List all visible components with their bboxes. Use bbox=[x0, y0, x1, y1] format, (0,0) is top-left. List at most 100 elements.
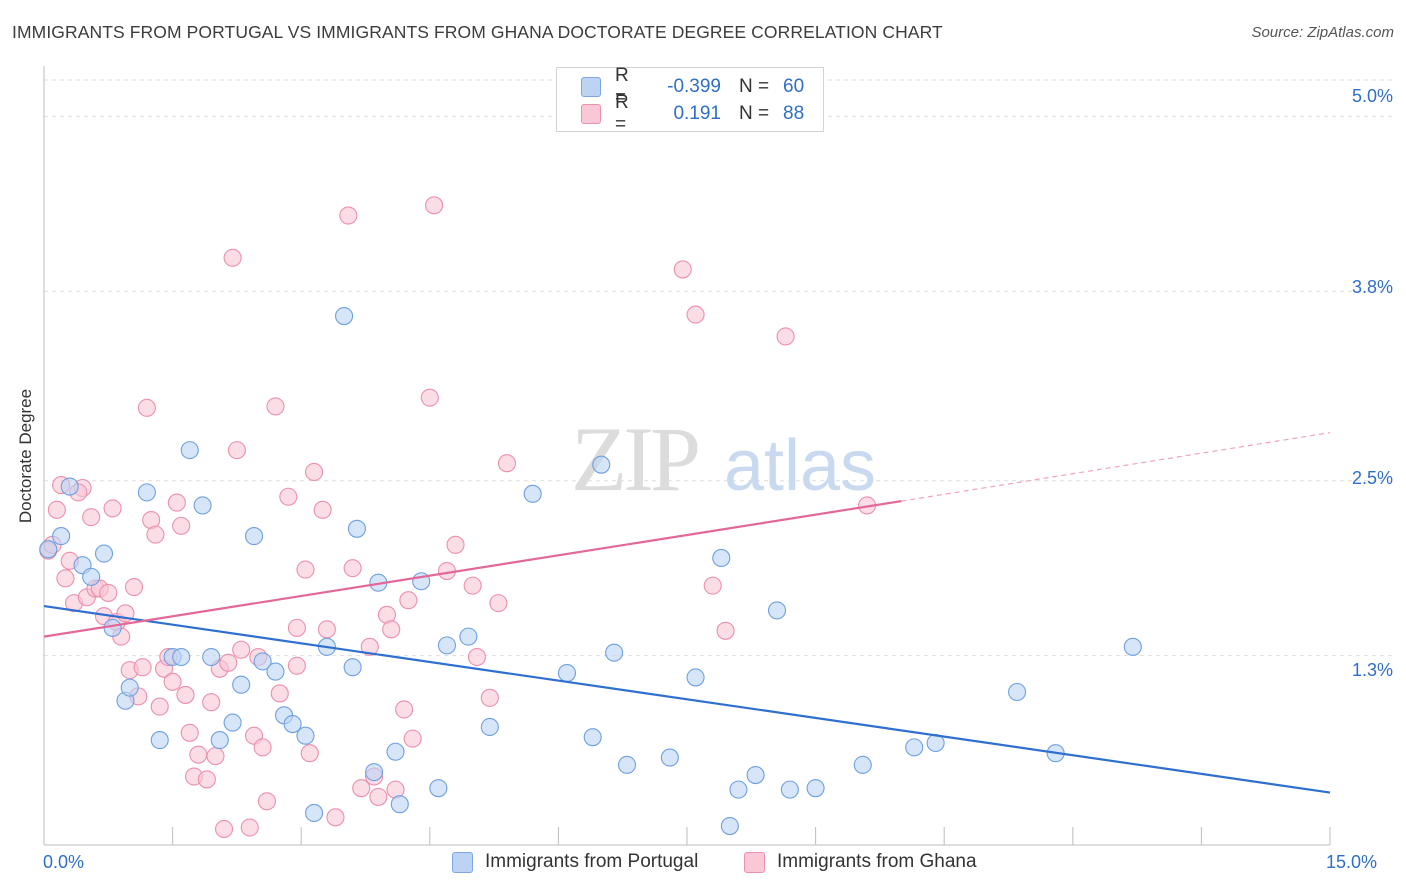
portugal-trend-line bbox=[43, 604, 1331, 794]
portugal-point bbox=[605, 643, 624, 662]
portugal-point bbox=[390, 795, 409, 814]
portugal-point bbox=[1008, 682, 1027, 702]
portugal-point bbox=[729, 780, 748, 799]
ghana-point bbox=[489, 594, 508, 613]
ghana-point bbox=[317, 620, 336, 639]
y-tick-1.3: 1.3% bbox=[1351, 660, 1393, 680]
watermark-zip: ZIP bbox=[571, 408, 698, 510]
ghana-point bbox=[266, 397, 285, 416]
ghana-point bbox=[176, 685, 195, 704]
portugal-point bbox=[1123, 637, 1142, 656]
ghana-point bbox=[167, 493, 186, 512]
ghana-swatch bbox=[581, 104, 601, 124]
ghana-point bbox=[47, 500, 66, 519]
ghana-point bbox=[146, 525, 165, 544]
ghana-point bbox=[202, 693, 221, 712]
ghana-point bbox=[103, 499, 122, 518]
ghana-point bbox=[352, 779, 371, 798]
portugal-point bbox=[557, 664, 577, 683]
portugal-point bbox=[459, 627, 478, 646]
portugal-point bbox=[120, 678, 139, 697]
x-tick-min: 0.0% bbox=[43, 852, 85, 872]
ghana-point bbox=[172, 516, 191, 535]
portugal-point bbox=[202, 647, 221, 667]
ghana-point bbox=[399, 591, 418, 610]
ghana-point bbox=[425, 196, 444, 215]
portugal-point bbox=[780, 780, 799, 799]
portugal-point bbox=[193, 496, 212, 515]
grid-lines bbox=[44, 79, 1392, 657]
portugal-point bbox=[429, 779, 448, 798]
ghana-point bbox=[313, 500, 332, 519]
ghana-point bbox=[305, 462, 324, 482]
portugal-point bbox=[296, 726, 315, 745]
ghana-trend-line bbox=[43, 500, 902, 638]
portugal-point bbox=[746, 766, 765, 785]
portugal-point bbox=[343, 658, 362, 677]
portugal-point bbox=[94, 544, 114, 563]
portugal-point bbox=[617, 755, 637, 774]
x-tick-max: 15.0% bbox=[1326, 852, 1378, 872]
portugal-point bbox=[767, 601, 787, 620]
portugal-point bbox=[60, 477, 79, 496]
legend-item-ghana: Immigrants from Ghana bbox=[744, 851, 977, 873]
portugal-point bbox=[180, 441, 199, 460]
portugal-point bbox=[103, 618, 122, 637]
ghana-point bbox=[56, 569, 75, 588]
ghana-r-value: 0.191 bbox=[673, 103, 721, 124]
ghana-point bbox=[257, 792, 276, 811]
ghana-point bbox=[137, 398, 156, 417]
ghana-n-value: 88 bbox=[783, 103, 805, 124]
ghana-point bbox=[133, 658, 152, 677]
ghana-point bbox=[214, 819, 234, 839]
portugal-point bbox=[365, 763, 384, 782]
legend-row-ghana: R = 0.191 N = 88 bbox=[581, 92, 805, 135]
ghana-point bbox=[163, 672, 182, 691]
ghana-point bbox=[82, 508, 101, 527]
ghana-point bbox=[180, 723, 199, 742]
ghana-point bbox=[673, 260, 692, 279]
n-label: N = bbox=[739, 76, 770, 97]
legend-label-portugal: Immigrants from Portugal bbox=[485, 851, 699, 872]
ghana-point bbox=[339, 206, 358, 225]
ghana-point bbox=[382, 620, 401, 639]
y-tick-2.5: 2.5% bbox=[1351, 468, 1393, 488]
ghana-point bbox=[279, 487, 298, 506]
portugal-point bbox=[244, 527, 264, 546]
portugal-point bbox=[720, 817, 739, 836]
portugal-swatch bbox=[581, 77, 601, 97]
ghana-point bbox=[686, 305, 705, 324]
ghana-point bbox=[296, 560, 315, 579]
portugal-point bbox=[223, 713, 242, 732]
portugal-point bbox=[686, 668, 705, 687]
ghana-point bbox=[420, 388, 439, 407]
ghana-point bbox=[369, 787, 388, 806]
ghana-point bbox=[395, 700, 414, 719]
portugal-point bbox=[253, 652, 272, 671]
y-tick-5.0: 5.0% bbox=[1351, 86, 1393, 106]
ghana-point bbox=[150, 697, 169, 716]
portugal-point bbox=[232, 675, 251, 694]
portugal-r-value: -0.399 bbox=[667, 76, 721, 97]
legend-label-ghana: Immigrants from Ghana bbox=[777, 851, 977, 872]
portugal-point bbox=[660, 748, 679, 767]
ghana-point bbox=[99, 583, 118, 602]
y-tick-3.8: 3.8% bbox=[1351, 277, 1393, 297]
ghana-point bbox=[219, 653, 238, 672]
portugal-points bbox=[39, 307, 1142, 836]
ghana-point bbox=[287, 656, 306, 675]
portugal-point bbox=[853, 755, 872, 774]
trend-lines bbox=[43, 432, 1331, 794]
portugal-point bbox=[437, 636, 456, 655]
portugal-point bbox=[386, 742, 405, 761]
portugal-point bbox=[210, 731, 229, 750]
legend-item-portugal: Immigrants from Portugal bbox=[452, 851, 698, 873]
r-label: R = bbox=[615, 65, 629, 108]
portugal-point bbox=[905, 738, 924, 757]
portugal-point bbox=[52, 527, 71, 546]
ghana-point bbox=[446, 535, 465, 554]
portugal-point bbox=[172, 647, 191, 667]
ghana-point bbox=[716, 621, 735, 640]
ghana-point bbox=[287, 618, 306, 637]
